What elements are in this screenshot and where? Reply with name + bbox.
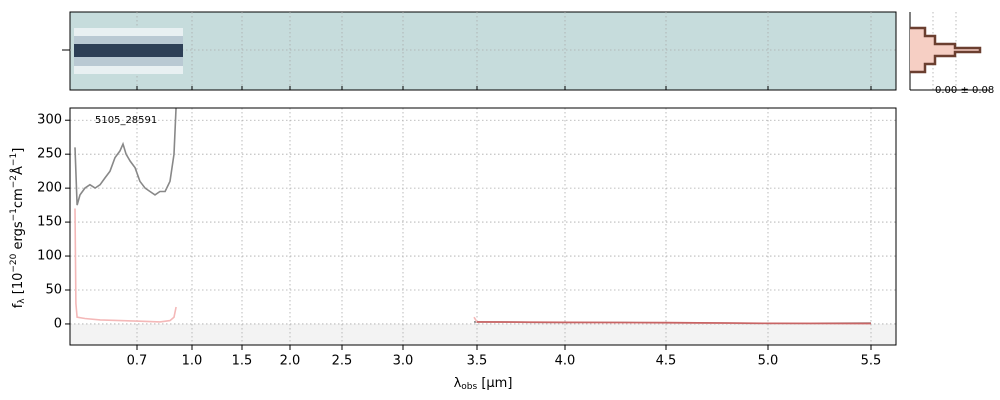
x-tick-label: 5.0 bbox=[758, 354, 779, 369]
top-grid bbox=[70, 12, 896, 90]
x-tick-label: 0.7 bbox=[127, 354, 148, 369]
y-tick-label: 200 bbox=[37, 181, 62, 196]
y-tick-label: 100 bbox=[37, 249, 62, 264]
y-axis-label: fλ [10−20 ergs−1cm−2Å−1] bbox=[9, 148, 27, 309]
x-axis-label: λobs [μm] bbox=[454, 376, 513, 392]
x-tick-label: 2.5 bbox=[332, 354, 353, 369]
main-plot bbox=[65, 108, 896, 350]
y-tick-label: 250 bbox=[37, 147, 62, 162]
series-line bbox=[74, 108, 872, 325]
hist-shape bbox=[910, 26, 982, 74]
x-tick-label: 5.5 bbox=[861, 354, 882, 369]
x-tick-label: 1.0 bbox=[182, 354, 203, 369]
x-tick-label: 3.0 bbox=[393, 354, 414, 369]
y-tick-label: 300 bbox=[37, 113, 62, 128]
main-frame bbox=[69, 107, 897, 346]
y-tick-label: 50 bbox=[45, 282, 62, 297]
x-tick-label: 4.5 bbox=[656, 354, 677, 369]
spectrum-2d-trace bbox=[74, 44, 183, 57]
y-tick-label: 0 bbox=[54, 316, 62, 331]
spectrum-2d-panel bbox=[69, 11, 897, 91]
x-tick-label: 2.0 bbox=[280, 354, 301, 369]
x-tick-label: 3.5 bbox=[467, 354, 488, 369]
series-line bbox=[74, 208, 871, 325]
x-tick-label: 4.0 bbox=[555, 354, 576, 369]
y-tick-label: 150 bbox=[37, 215, 62, 230]
x-tick-label: 1.5 bbox=[232, 354, 253, 369]
hist-label: 0.00 ± 0.08 bbox=[935, 85, 994, 96]
series-line bbox=[476, 321, 872, 325]
object-label: 5105_28591 bbox=[95, 115, 157, 126]
negative-shade bbox=[70, 324, 896, 345]
